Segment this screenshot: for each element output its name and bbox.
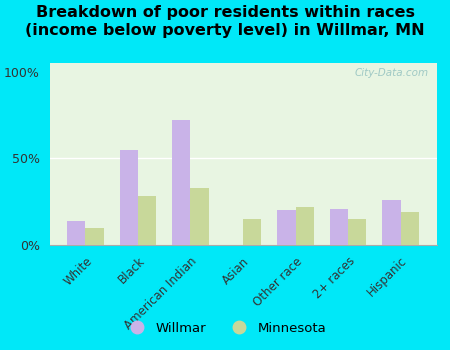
Bar xyxy=(86,228,104,245)
Text: Breakdown of poor residents within races
(income below poverty level) in Willmar: Breakdown of poor residents within races… xyxy=(25,5,425,38)
Legend: Willmar, Minnesota: Willmar, Minnesota xyxy=(118,316,332,340)
Bar xyxy=(277,210,296,245)
Bar xyxy=(67,221,86,245)
Text: City-Data.com: City-Data.com xyxy=(355,69,429,78)
Bar xyxy=(190,188,209,245)
Bar xyxy=(296,207,314,245)
Bar xyxy=(330,209,348,245)
Bar xyxy=(138,196,156,245)
Bar xyxy=(400,212,419,245)
Bar xyxy=(172,120,190,245)
Bar xyxy=(243,219,261,245)
Bar xyxy=(382,200,400,245)
Bar xyxy=(120,150,138,245)
Bar xyxy=(348,219,366,245)
